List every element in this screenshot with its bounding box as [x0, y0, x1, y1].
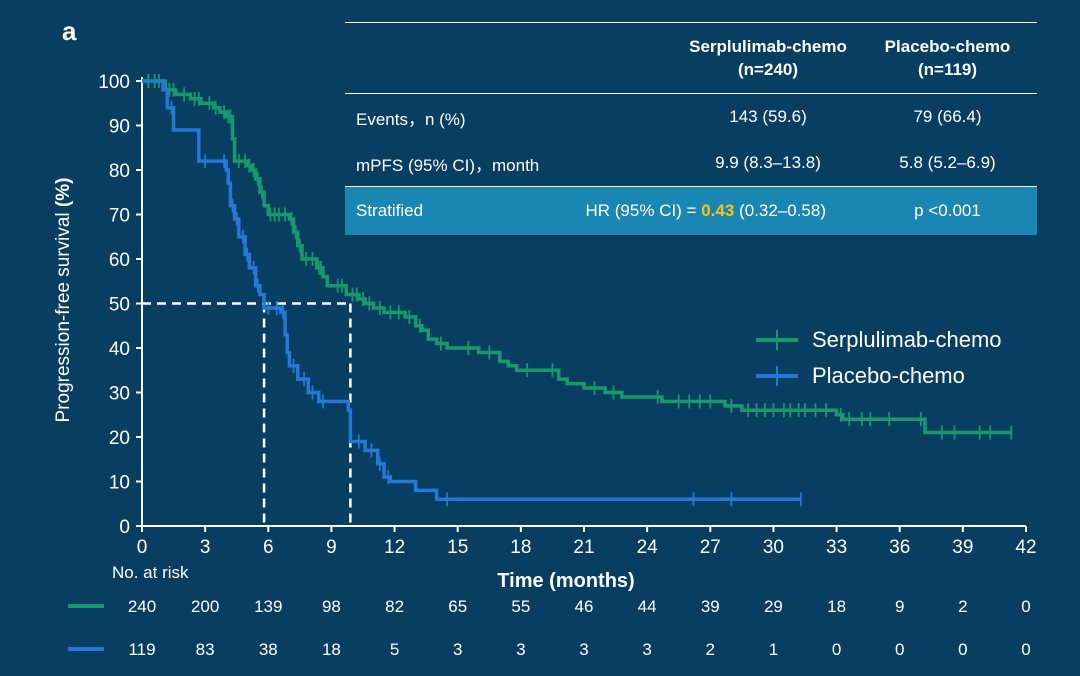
x-tick-label: 27 [700, 537, 721, 558]
y-tick-label: 10 [109, 473, 130, 494]
y-tick-label: 0 [119, 517, 130, 538]
stats-header-serp-n: (n=240) [738, 60, 798, 79]
hr-ci: (0.32–0.58) [739, 201, 826, 220]
x-tick-label: 24 [637, 537, 659, 558]
stats-header-row: Serplulimab-chemo (n=240) Placebo-chemo (n… [345, 22, 1037, 94]
mpfs-label: mPFS (95% CI)，month [345, 140, 678, 187]
risk-count: 29 [764, 597, 783, 616]
x-tick-label: 18 [510, 537, 531, 558]
stats-header-label-spacer [518, 22, 678, 94]
risk-count: 18 [827, 597, 846, 616]
x-tick-label: 21 [573, 537, 594, 558]
legend-item-placebo: Placebo-chemo [756, 358, 1002, 394]
y-tick-label: 70 [109, 206, 130, 227]
legend: Serplulimab-chemo Placebo-chemo [756, 322, 1002, 394]
stats-header-blank [345, 22, 518, 94]
risk-count: 44 [638, 597, 657, 616]
risk-count: 98 [322, 597, 341, 616]
risk-count: 0 [958, 640, 967, 659]
km-curve-serplulimab [142, 79, 1012, 435]
x-axis-title: Time (months) [497, 570, 635, 592]
y-tick-label: 90 [109, 117, 130, 138]
stats-row-mpfs: mPFS (95% CI)，month 9.9 (8.3–13.8) 5.8 (… [345, 140, 1037, 187]
stats-table: Serplulimab-chemo (n=240) Placebo-chemo (n… [345, 22, 1037, 235]
x-tick-label: 0 [137, 537, 148, 558]
risk-count: 82 [385, 597, 404, 616]
y-tick-label: 100 [98, 72, 130, 93]
hazard-ratio-cell: HR (95% CI) = 0.43 (0.32–0.58) [518, 186, 858, 235]
y-tick-label: 60 [109, 250, 130, 271]
risk-count: 65 [448, 597, 467, 616]
risk-count: 0 [832, 640, 841, 659]
risk-count: 1 [769, 640, 778, 659]
x-tick-label: 15 [447, 537, 468, 558]
risk-count: 2 [706, 640, 715, 659]
risk-count: 3 [642, 640, 651, 659]
p-value: p <0.001 [858, 186, 1037, 235]
panel-label: a [62, 16, 77, 46]
risk-count: 9 [895, 597, 904, 616]
risk-count: 2 [958, 597, 967, 616]
x-tick-label: 42 [1015, 537, 1036, 558]
events-plac: 79 (66.4) [913, 107, 982, 126]
x-tick-label: 33 [826, 537, 847, 558]
x-tick-label: 12 [384, 537, 405, 558]
risk-count: 0 [1021, 597, 1030, 616]
risk-count: 46 [575, 597, 594, 616]
legend-swatch-placebo [756, 366, 798, 386]
risk-table-title: No. at risk [112, 563, 189, 582]
risk-count: 83 [196, 640, 215, 659]
stats-header-serp-name: Serplulimab-chemo [689, 37, 847, 56]
legend-label-serplulimab: Serplulimab-chemo [812, 327, 1002, 352]
series-group [142, 74, 1013, 526]
hr-value: 0.43 [701, 201, 735, 220]
stats-header-serp: Serplulimab-chemo (n=240) [678, 22, 858, 94]
km-curve-placebo [142, 79, 801, 502]
y-tick-label: 80 [109, 161, 130, 182]
legend-label-placebo: Placebo-chemo [812, 363, 965, 388]
stats-header-plac-name: Placebo-chemo [884, 37, 1011, 56]
events-label: Events，n (%) [356, 109, 466, 129]
x-tick-label: 6 [263, 537, 274, 558]
risk-count: 18 [322, 640, 341, 659]
y-tick-label: 30 [109, 384, 130, 405]
stats-header-plac-n: (n=119) [917, 60, 978, 79]
legend-item-serplulimab: Serplulimab-chemo [756, 322, 1002, 358]
risk-count: 55 [511, 597, 530, 616]
risk-count: 240 [128, 597, 156, 616]
risk-count: 38 [259, 640, 278, 659]
y-tick-label: 50 [109, 295, 130, 316]
risk-count: 5 [390, 640, 399, 659]
risk-count: 0 [895, 640, 904, 659]
legend-swatch-serplulimab [756, 330, 798, 350]
hr-prefix: HR (95% CI) = [585, 201, 697, 220]
stats-row-stratified: Stratified HR (95% CI) = 0.43 (0.32–0.58… [345, 186, 1037, 235]
risk-count: 3 [453, 640, 462, 659]
risk-count: 39 [701, 597, 720, 616]
mpfs-plac: 5.8 (5.2–6.9) [858, 140, 1037, 187]
risk-count: 3 [516, 640, 525, 659]
risk-count: 119 [128, 640, 155, 659]
x-tick-label: 36 [889, 537, 910, 558]
stratified-label: Stratified [345, 186, 518, 235]
mpfs-serp: 9.9 (8.3–13.8) [678, 140, 858, 187]
risk-count: 200 [191, 597, 219, 616]
x-tick-label: 9 [326, 537, 337, 558]
x-tick-label: 30 [763, 537, 784, 558]
risk-count: 3 [579, 640, 588, 659]
risk-count: 0 [1021, 640, 1030, 659]
y-tick-label: 40 [109, 339, 130, 360]
y-tick-label: 20 [109, 428, 130, 449]
x-tick-label: 39 [952, 537, 973, 558]
stats-header-plac: Placebo-chemo (n=119) [858, 22, 1037, 94]
x-tick-label: 3 [200, 537, 211, 558]
events-serp: 143 (59.6) [729, 107, 807, 126]
stats-row-events: Events，n (%) 143 (59.6) 79 (66.4) [345, 94, 1037, 141]
risk-count: 139 [254, 597, 282, 616]
